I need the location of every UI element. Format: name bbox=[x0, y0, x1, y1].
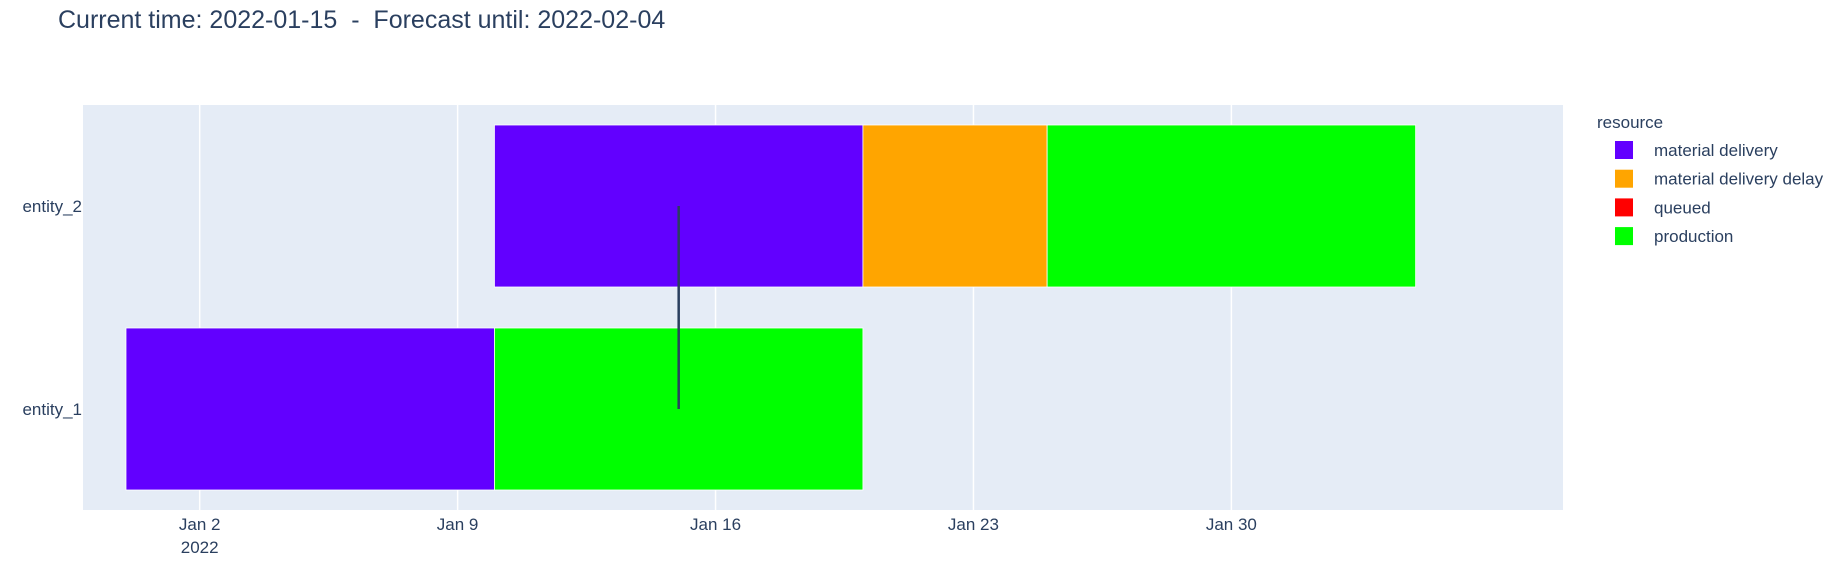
legend-swatch[interactable] bbox=[1615, 198, 1633, 217]
y-tick-label: entity_2 bbox=[22, 197, 82, 216]
gantt-bar-entity_1-material-delivery[interactable] bbox=[125, 327, 495, 491]
legend-label[interactable]: material delivery bbox=[1654, 141, 1778, 160]
x-tick-label: Jan 23 bbox=[948, 515, 999, 534]
legend-title: resource bbox=[1597, 113, 1663, 132]
x-tick-sublabel: 2022 bbox=[181, 538, 219, 557]
y-tick-label: entity_1 bbox=[22, 400, 82, 419]
chart-title: Current time: 2022-01-15 - Forecast unti… bbox=[58, 6, 666, 34]
legend-swatch[interactable] bbox=[1615, 227, 1633, 246]
x-tick-label: Jan 16 bbox=[690, 515, 741, 534]
legend-label[interactable]: production bbox=[1654, 227, 1733, 246]
legend-swatch[interactable] bbox=[1615, 141, 1633, 159]
legend-label[interactable]: queued bbox=[1654, 198, 1711, 217]
legend-swatch[interactable] bbox=[1615, 169, 1633, 188]
gantt-bar-entity_2-production[interactable] bbox=[1046, 124, 1417, 288]
x-tick-label: Jan 2 bbox=[179, 515, 221, 534]
legend-label[interactable]: material delivery delay bbox=[1654, 170, 1824, 189]
x-tick-label: Jan 30 bbox=[1206, 515, 1257, 534]
x-tick-label: Jan 9 bbox=[437, 515, 479, 534]
gantt-bar-entity_2-material-delivery-delay[interactable] bbox=[862, 124, 1048, 288]
